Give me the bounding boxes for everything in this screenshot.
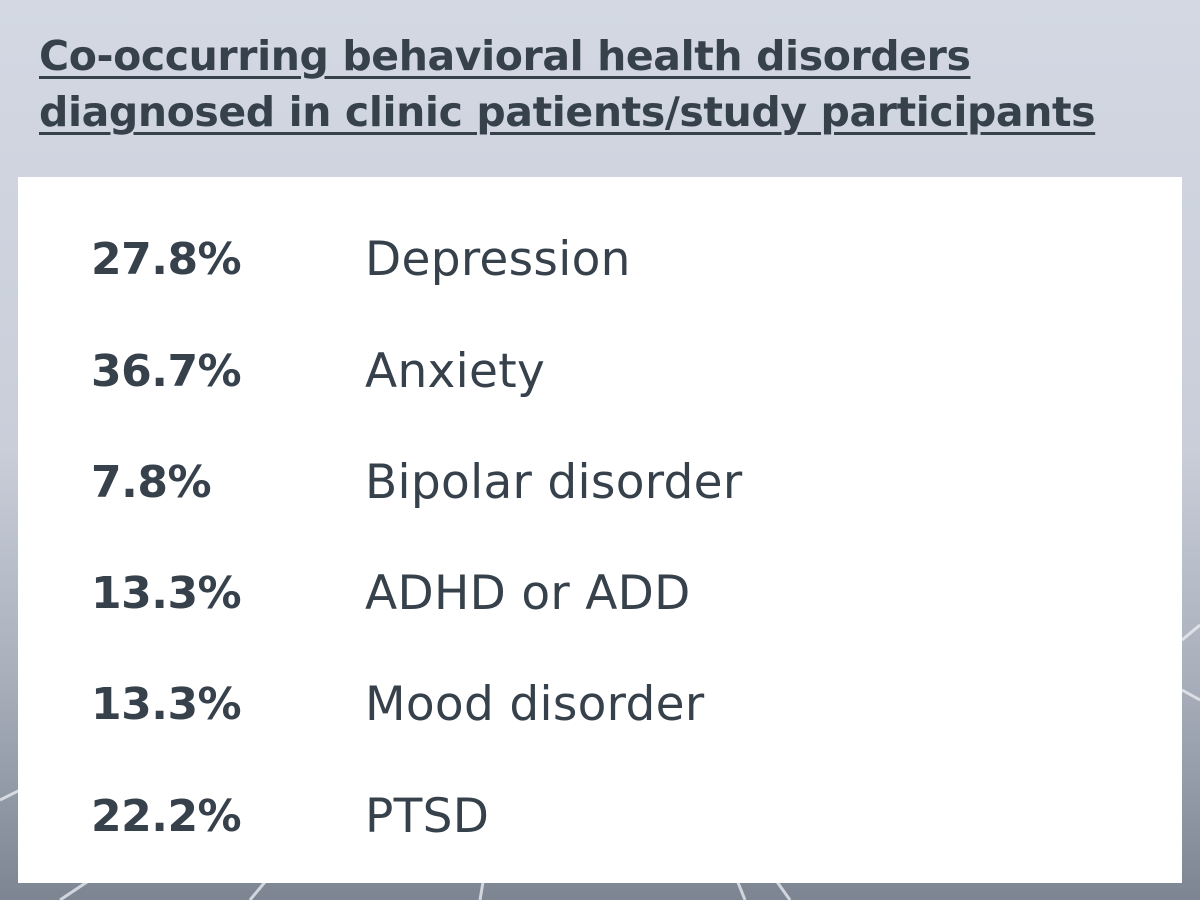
disorder-label: Depression bbox=[365, 232, 631, 287]
list-item-adhd-or-add: 13.3% ADHD or ADD bbox=[18, 554, 1182, 634]
disorder-label: Mood disorder bbox=[365, 677, 705, 732]
list-item-bipolar-disorder: 7.8% Bipolar disorder bbox=[18, 443, 1182, 523]
disorder-label: Bipolar disorder bbox=[365, 455, 743, 510]
disorder-label: ADHD or ADD bbox=[365, 566, 691, 621]
percent-value: 36.7% bbox=[91, 346, 242, 397]
disorder-label: PTSD bbox=[365, 789, 490, 844]
percent-value: 7.8% bbox=[91, 457, 212, 508]
list-item-ptsd: 22.2% PTSD bbox=[18, 777, 1182, 857]
percent-value: 13.3% bbox=[91, 679, 242, 730]
list-item-mood-disorder: 13.3% Mood disorder bbox=[18, 665, 1182, 745]
disorder-label: Anxiety bbox=[365, 344, 546, 399]
content-panel: 27.8% Depression 36.7% Anxiety 7.8% Bipo… bbox=[18, 177, 1182, 883]
list-item-depression: 27.8% Depression bbox=[18, 220, 1182, 300]
percent-value: 22.2% bbox=[91, 791, 242, 842]
percent-value: 13.3% bbox=[91, 568, 242, 619]
list-item-anxiety: 36.7% Anxiety bbox=[18, 332, 1182, 412]
page-title: Co-occurring behavioral health disorders… bbox=[39, 32, 1096, 136]
percent-value: 27.8% bbox=[91, 234, 242, 285]
